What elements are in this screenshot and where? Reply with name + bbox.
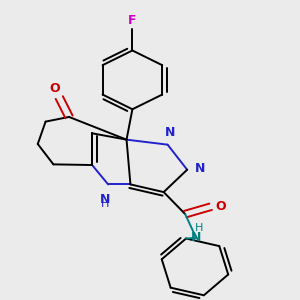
- Text: H: H: [101, 199, 109, 209]
- Text: H: H: [195, 223, 203, 233]
- Text: O: O: [215, 200, 226, 213]
- Text: N: N: [195, 162, 205, 175]
- Text: O: O: [49, 82, 60, 95]
- Text: N: N: [100, 193, 110, 206]
- Text: F: F: [128, 14, 137, 27]
- Text: N: N: [191, 231, 201, 244]
- Text: N: N: [165, 126, 175, 139]
